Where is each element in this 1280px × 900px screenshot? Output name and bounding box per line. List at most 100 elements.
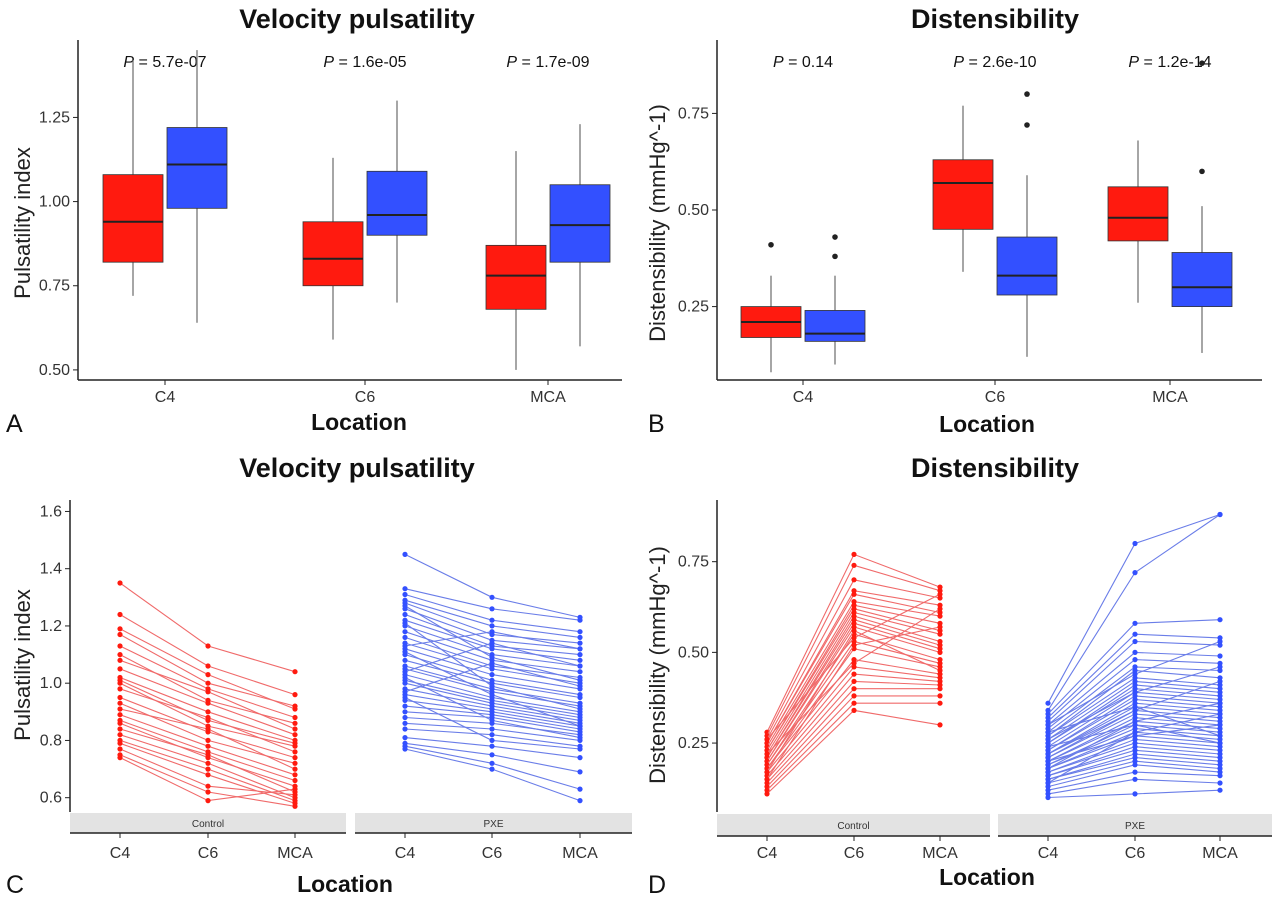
- subject-point-control: [117, 706, 123, 712]
- box-control: [102, 174, 164, 263]
- subject-point-pxe: [489, 666, 495, 672]
- subject-point-pxe: [489, 766, 495, 772]
- x-tick-label: MCA: [922, 845, 958, 862]
- subject-point-control: [937, 686, 943, 692]
- subject-point-control: [205, 743, 211, 749]
- subject-point-control: [851, 577, 857, 583]
- subject-point-pxe: [402, 657, 408, 663]
- subject-point-pxe: [1217, 747, 1223, 753]
- subject-point-control: [851, 671, 857, 677]
- subject-point-control: [117, 732, 123, 738]
- subject-point-pxe: [489, 660, 495, 666]
- subject-point-pxe: [1217, 755, 1223, 761]
- subject-line-control: [766, 709, 941, 795]
- subject-point-pxe: [1217, 664, 1223, 670]
- subject-point-pxe: [489, 654, 495, 661]
- y-tick-label: 0.6: [40, 790, 62, 807]
- facet-strip: [717, 814, 990, 836]
- subject-point-pxe: [1132, 722, 1138, 728]
- p-symbol: P: [953, 54, 964, 71]
- subject-point-pxe: [577, 617, 583, 623]
- p-symbol: P: [323, 54, 334, 71]
- box-control: [932, 159, 994, 230]
- subject-point-control: [937, 584, 943, 590]
- subject-point-control: [851, 660, 857, 666]
- subject-point-pxe: [1045, 740, 1051, 746]
- y-tick-label: 0.75: [39, 278, 70, 295]
- subject-point-pxe: [1045, 733, 1051, 739]
- y-tick-label: 1.4: [40, 561, 62, 578]
- subject-point-pxe: [489, 617, 495, 623]
- subject-point-pxe: [1217, 733, 1223, 739]
- p-value-label: P = 5.7e-07: [123, 54, 206, 71]
- p-value-label: P = 0.14: [773, 54, 833, 71]
- panel-a-y-axis-label: Pulsatility index: [10, 147, 35, 299]
- subject-point-control: [117, 611, 123, 618]
- subject-point-control: [205, 714, 211, 721]
- subject-point-pxe: [1132, 736, 1138, 743]
- y-tick-label: 0.25: [678, 299, 709, 316]
- subject-point-control: [851, 700, 857, 706]
- subject-point-pxe: [1045, 762, 1051, 768]
- subject-point-pxe: [1217, 758, 1223, 764]
- subject-point-control: [205, 766, 211, 772]
- subject-point-control: [117, 694, 123, 701]
- subject-point-control: [851, 628, 857, 634]
- subject-point-control: [292, 772, 298, 778]
- subject-point-pxe: [1217, 740, 1223, 746]
- subject-point-pxe: [402, 735, 408, 741]
- x-tick-label: C4: [793, 389, 814, 406]
- subject-point-control: [851, 693, 857, 699]
- subject-point-pxe: [1132, 791, 1138, 797]
- subject-point-control: [764, 736, 770, 743]
- subject-point-pxe: [1217, 722, 1223, 728]
- facet-strip-label: Control: [192, 819, 224, 830]
- panel-b-title: Distensibility: [911, 4, 1079, 34]
- box-outlier: [832, 253, 838, 260]
- subject-point-pxe: [1045, 780, 1051, 786]
- subject-point-pxe: [1132, 704, 1138, 710]
- y-tick-label: 0.8: [40, 732, 62, 749]
- x-tick-label: MCA: [530, 389, 566, 406]
- subject-point-pxe: [577, 663, 583, 669]
- subject-point-control: [205, 772, 211, 778]
- subject-point-pxe: [1217, 704, 1223, 710]
- subject-point-pxe: [1045, 787, 1051, 793]
- subject-point-control: [205, 663, 211, 669]
- subject-point-pxe: [577, 677, 583, 683]
- panel-d-title: Distensibility: [911, 453, 1079, 483]
- subject-point-pxe: [1132, 740, 1138, 746]
- subject-point-pxe: [402, 634, 408, 641]
- box-outlier: [1024, 122, 1030, 128]
- x-tick-label: MCA: [277, 845, 313, 862]
- x-tick-label: C4: [395, 845, 416, 862]
- subject-point-control: [851, 606, 857, 612]
- subject-point-control: [205, 783, 211, 789]
- subject-point-control: [292, 786, 298, 792]
- subject-point-pxe: [402, 726, 408, 732]
- subject-point-pxe: [1132, 682, 1138, 688]
- subject-point-control: [117, 720, 123, 726]
- panel-a-x-axis-label: Location: [311, 409, 407, 435]
- subject-point-pxe: [489, 717, 495, 724]
- panel-b-marks: P = 0.14 P = 2.6e-10 P = 1.2e-14: [740, 54, 1233, 373]
- subject-point-pxe: [402, 709, 408, 715]
- subject-point-control: [117, 631, 123, 638]
- subject-point-pxe: [577, 657, 583, 663]
- subject-point-pxe: [577, 646, 583, 652]
- subject-point-pxe: [1132, 570, 1138, 576]
- subject-point-pxe: [489, 737, 495, 744]
- y-tick-label: 0.50: [678, 644, 709, 661]
- x-tick-label: C4: [757, 845, 778, 862]
- subject-point-pxe: [1132, 667, 1138, 674]
- subject-point-control: [851, 642, 857, 648]
- subject-point-pxe: [489, 646, 495, 652]
- subject-point-pxe: [1217, 642, 1223, 648]
- subject-line-pxe: [404, 588, 581, 621]
- subject-point-pxe: [1132, 696, 1138, 703]
- subject-point-control: [764, 751, 770, 757]
- subject-point-pxe: [402, 694, 408, 701]
- subject-point-control: [937, 638, 943, 645]
- y-tick-label: 0.75: [678, 105, 709, 122]
- subject-point-pxe: [577, 798, 583, 804]
